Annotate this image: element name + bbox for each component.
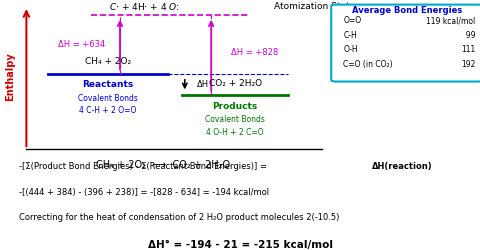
Text: ΔH = +634: ΔH = +634 (58, 40, 105, 49)
Text: ΔH = +828: ΔH = +828 (231, 48, 278, 57)
Text: 111: 111 (461, 46, 475, 54)
Text: 119 kcal/mol: 119 kcal/mol (426, 16, 475, 25)
Text: Enthalpy: Enthalpy (6, 52, 15, 101)
Text: 4 C-H + 2 O=O: 4 C-H + 2 O=O (79, 106, 137, 115)
Text: CO₂ + 2H₂O: CO₂ + 2H₂O (209, 79, 262, 88)
Text: Correcting for the heat of condensation of 2 H₂O product molecules 2(-10.5): Correcting for the heat of condensation … (19, 214, 339, 222)
Text: CH₄ + 2O₂: CH₄ + 2O₂ (85, 57, 131, 66)
Text: Reactants: Reactants (83, 80, 133, 89)
Text: Average Bond Energies: Average Bond Energies (352, 6, 462, 15)
Text: 192: 192 (461, 60, 475, 69)
Text: -[Σ(Product Bond Energies) - Σ(Reactant Bond Energies)] =: -[Σ(Product Bond Energies) - Σ(Reactant … (19, 162, 270, 170)
Text: O=O: O=O (343, 16, 361, 25)
Text: $\dot{C}$$\cdot$ + 4H$\cdot$ + 4 $\ddot{O}$:: $\dot{C}$$\cdot$ + 4H$\cdot$ + 4 $\ddot{… (109, 0, 179, 13)
Text: Products: Products (213, 102, 258, 110)
Text: ΔH: ΔH (197, 80, 209, 89)
Text: ΔH(reaction): ΔH(reaction) (372, 162, 432, 170)
Text: C-H: C-H (343, 31, 357, 40)
Text: Atomization State: Atomization State (274, 2, 355, 11)
Text: C=O (in CO₂): C=O (in CO₂) (343, 60, 393, 69)
Text: O-H: O-H (343, 46, 358, 54)
Text: Covalent Bonds: Covalent Bonds (78, 94, 138, 103)
Text: CH₄ + 2O₂  ⟶  CO₂ + 2H₂O: CH₄ + 2O₂ ⟶ CO₂ + 2H₂O (96, 160, 230, 170)
Text: 99: 99 (461, 31, 475, 40)
FancyBboxPatch shape (331, 4, 480, 82)
Text: -[(444 + 384) - (396 + 238)] = -[828 - 634] = -194 kcal/mol: -[(444 + 384) - (396 + 238)] = -[828 - 6… (19, 188, 269, 196)
Text: 4 O-H + 2 C=O: 4 O-H + 2 C=O (206, 128, 264, 137)
Text: ΔH° = -194 - 21 = -215 kcal/mol: ΔH° = -194 - 21 = -215 kcal/mol (147, 240, 333, 250)
Text: Covalent Bonds: Covalent Bonds (205, 116, 265, 124)
